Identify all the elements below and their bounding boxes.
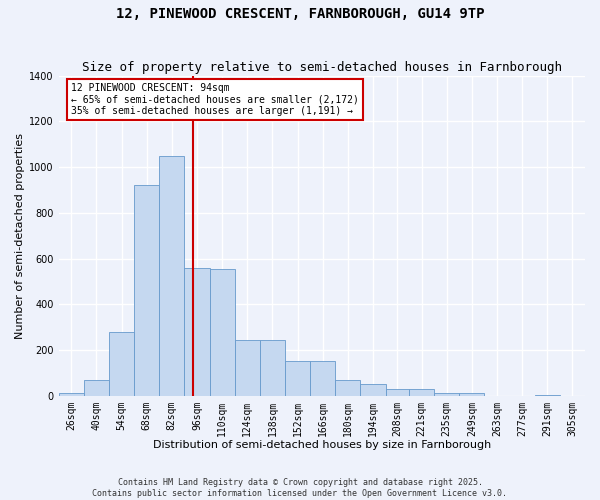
Text: 12 PINEWOOD CRESCENT: 94sqm
← 65% of semi-detached houses are smaller (2,172)
35: 12 PINEWOOD CRESCENT: 94sqm ← 65% of sem… bbox=[71, 82, 359, 116]
Bar bbox=[409, 389, 434, 396]
Bar bbox=[159, 156, 184, 396]
Bar bbox=[459, 394, 484, 396]
Bar bbox=[109, 332, 134, 396]
Bar bbox=[184, 268, 209, 396]
Bar bbox=[235, 340, 260, 396]
Bar bbox=[535, 394, 560, 396]
Y-axis label: Number of semi-detached properties: Number of semi-detached properties bbox=[15, 132, 25, 338]
Bar bbox=[134, 186, 159, 396]
Bar bbox=[84, 380, 109, 396]
Bar bbox=[335, 380, 361, 396]
Bar bbox=[310, 362, 335, 396]
Bar bbox=[59, 394, 84, 396]
Text: Contains HM Land Registry data © Crown copyright and database right 2025.
Contai: Contains HM Land Registry data © Crown c… bbox=[92, 478, 508, 498]
X-axis label: Distribution of semi-detached houses by size in Farnborough: Distribution of semi-detached houses by … bbox=[153, 440, 491, 450]
Bar bbox=[260, 340, 285, 396]
Bar bbox=[285, 362, 310, 396]
Bar bbox=[209, 269, 235, 396]
Title: Size of property relative to semi-detached houses in Farnborough: Size of property relative to semi-detach… bbox=[82, 62, 562, 74]
Bar bbox=[361, 384, 386, 396]
Text: 12, PINEWOOD CRESCENT, FARNBOROUGH, GU14 9TP: 12, PINEWOOD CRESCENT, FARNBOROUGH, GU14… bbox=[116, 8, 484, 22]
Bar bbox=[386, 389, 409, 396]
Bar bbox=[434, 394, 459, 396]
